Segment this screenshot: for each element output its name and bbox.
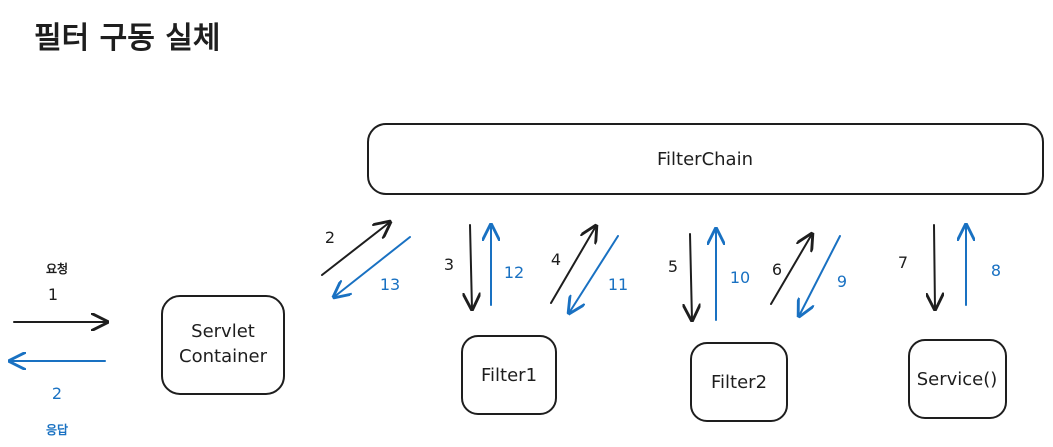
request-step-1: 1 <box>48 285 58 304</box>
filter-chain-label: FilterChain <box>657 149 753 170</box>
arrow-step-2 <box>321 222 390 276</box>
arrow-step-5 <box>690 233 692 320</box>
step-12-label: 12 <box>504 263 524 282</box>
arrow-step-4 <box>550 226 596 304</box>
filter1-node: Filter1 <box>461 335 557 415</box>
step-8-label: 8 <box>991 261 1001 280</box>
servlet-container-label-line1: Servlet <box>191 321 255 342</box>
response-label: 응답 <box>46 422 68 437</box>
arrow-step-7 <box>934 224 935 309</box>
step-11-label: 11 <box>608 275 628 294</box>
response-step-2: 2 <box>52 384 62 403</box>
step-10-label: 10 <box>730 268 750 287</box>
arrow-step-11 <box>569 235 619 313</box>
filter2-node: Filter2 <box>690 342 788 422</box>
service-label: Service() <box>917 369 998 390</box>
request-label: 요청 <box>46 261 68 276</box>
step-5-label: 5 <box>668 257 678 276</box>
arrow-step-9 <box>799 235 841 316</box>
step-13-label: 13 <box>380 275 400 294</box>
step-4-label: 4 <box>551 250 561 269</box>
step-2-label: 2 <box>325 228 335 247</box>
step-3-label: 3 <box>444 255 454 274</box>
step-6-label: 6 <box>772 260 782 279</box>
service-node: Service() <box>908 339 1007 419</box>
step-9-label: 9 <box>837 272 847 291</box>
arrow-step-3 <box>470 224 472 309</box>
servlet-container-label-line2: Container <box>179 346 268 367</box>
filter1-label: Filter1 <box>481 365 537 386</box>
arrow-step-13 <box>334 236 411 297</box>
arrow-step-6 <box>770 234 812 305</box>
page-title: 필터 구동 실체 <box>34 21 221 56</box>
filter2-label: Filter2 <box>711 372 767 393</box>
servlet-container-node: Servlet Container <box>161 295 285 395</box>
filter-chain-node: FilterChain <box>367 123 1044 195</box>
step-7-label: 7 <box>898 253 908 272</box>
